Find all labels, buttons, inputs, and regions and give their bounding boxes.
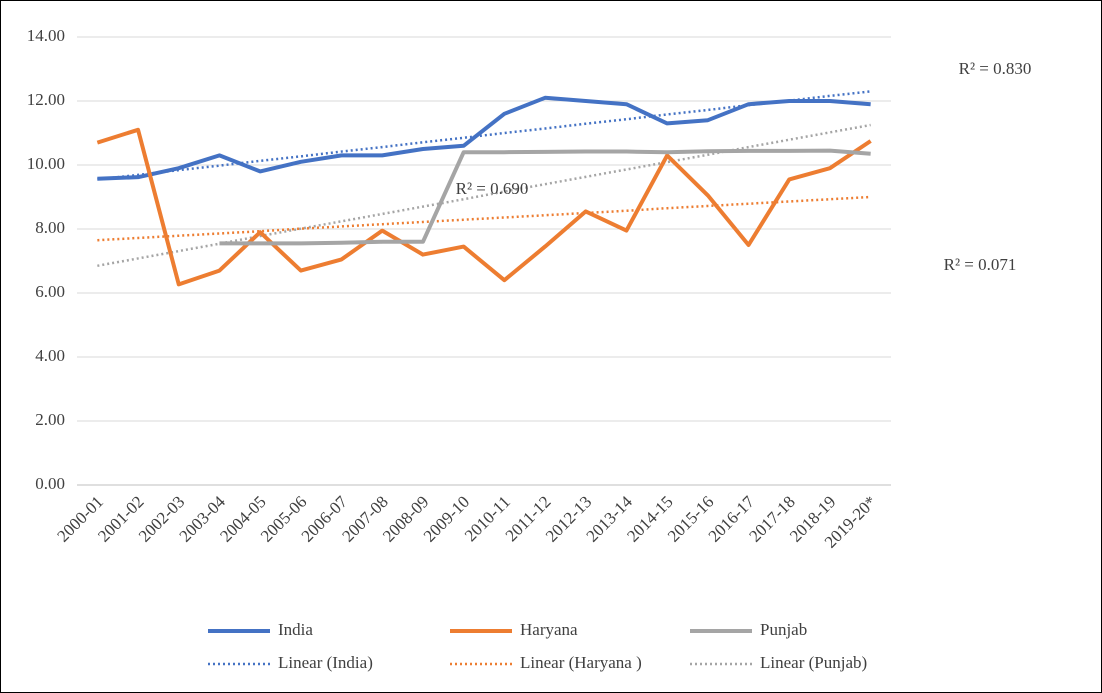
series-line bbox=[97, 95, 871, 181]
y-tick-label: 10.00 bbox=[27, 154, 65, 173]
trend-line bbox=[97, 195, 871, 242]
y-tick-label: 4.00 bbox=[35, 346, 65, 365]
y-tick-label: 0.00 bbox=[35, 474, 65, 493]
legend-label: Punjab bbox=[760, 620, 807, 639]
series-line bbox=[219, 148, 871, 246]
r2-label: R² = 0.071 bbox=[944, 255, 1017, 274]
legend-label: Linear (India) bbox=[278, 653, 373, 672]
y-tick-label: 6.00 bbox=[35, 282, 65, 301]
legend-label: Haryana bbox=[520, 620, 578, 639]
series-line bbox=[96, 127, 872, 287]
legend-label: Linear (Haryana ) bbox=[520, 653, 642, 672]
y-tick-label: 14.00 bbox=[27, 26, 65, 45]
y-tick-label: 12.00 bbox=[27, 90, 65, 109]
r2-label: R² = 0.830 bbox=[959, 59, 1032, 78]
legend-label: India bbox=[278, 620, 313, 639]
y-tick-label: 2.00 bbox=[35, 410, 65, 429]
legend-label: Linear (Punjab) bbox=[760, 653, 867, 672]
y-tick-label: 8.00 bbox=[35, 218, 65, 237]
r2-label: R² = 0.690 bbox=[456, 179, 529, 198]
